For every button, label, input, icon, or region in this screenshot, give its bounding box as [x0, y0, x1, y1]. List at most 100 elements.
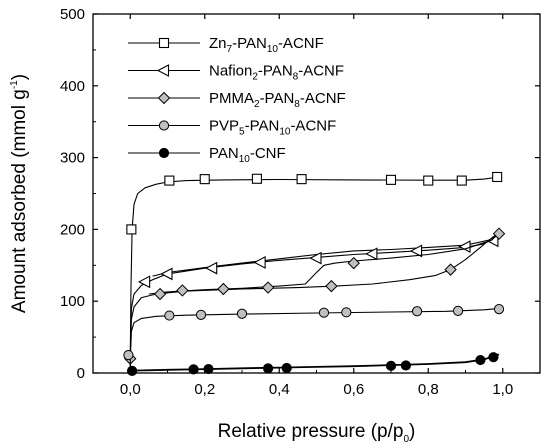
y-tick-label: 300: [60, 150, 85, 167]
triangle-marker: [253, 256, 266, 269]
legend-label-part: -PAN: [260, 90, 295, 107]
triangle-marker: [309, 251, 322, 265]
legend-label-part: Zn: [209, 35, 227, 52]
circle-marker: [341, 307, 352, 318]
x-tick-label: 0,0: [120, 381, 141, 398]
triangle-marker: [205, 261, 218, 275]
square-marker: [158, 37, 170, 49]
circle-marker: [164, 310, 175, 321]
legend-label-part: 10: [239, 154, 251, 165]
triangle-marker: [137, 275, 151, 289]
diamond-marker: [444, 263, 457, 276]
legend-label: Zn7-PAN10-ACNF: [209, 35, 324, 55]
triangle-marker: [156, 64, 170, 77]
legend-label-part: PAN: [209, 145, 239, 162]
diamond-marker: [261, 281, 275, 294]
y-tick-label: 400: [60, 78, 85, 95]
triangle-marker: [486, 234, 499, 248]
circle-marker: [411, 306, 423, 317]
legend-label-part: Nafion: [209, 63, 252, 80]
square-marker: [423, 175, 434, 186]
legend-label-part: 2: [254, 99, 260, 110]
square-marker: [296, 174, 307, 185]
filled-circle-marker: [475, 354, 486, 366]
legend-label-part: -ACNF: [290, 118, 336, 135]
legend-label: PAN10-CNF: [209, 145, 286, 165]
legend-label-part: -PAN: [245, 118, 280, 135]
circle-marker: [452, 305, 464, 316]
diamond-marker: [347, 256, 360, 270]
legend-label-part: 8: [293, 72, 299, 83]
legend-entry: PMMA2-PAN8-ACNF: [128, 90, 346, 110]
triangle-marker: [160, 267, 173, 281]
triangle-marker: [365, 247, 378, 261]
legend-label-part: -ACNF: [298, 63, 344, 80]
circle-marker: [493, 303, 505, 315]
legend: Zn7-PAN10-ACNFNafion2-PAN8-ACNFPMMA2-PAN…: [128, 35, 346, 165]
legend-label: PMMA2-PAN8-ACNF: [209, 90, 346, 110]
x-axis-label: Relative pressure (p/p0): [218, 421, 416, 445]
x-tick-label: 0,8: [418, 381, 439, 398]
diamond-marker: [153, 287, 167, 301]
x-tick-label: 0,2: [194, 381, 215, 398]
legend-label: Nafion2-PAN8-ACNF: [209, 63, 344, 83]
y-axis-label: Amount adsorbed (mmol g-1): [9, 74, 30, 313]
legend-label-part: -PAN: [258, 63, 293, 80]
legend-entry: Zn7-PAN10-ACNF: [128, 35, 324, 55]
legend-label-part: PMMA: [209, 90, 254, 107]
y-tick-label: 0: [77, 365, 85, 382]
legend-label-part: -CNF: [250, 145, 286, 162]
legend-label-part: PVP: [209, 118, 239, 135]
series-1: [126, 171, 503, 373]
filled-circle-marker: [400, 360, 411, 371]
legend-label-part: 5: [239, 127, 245, 138]
x-tick-label: 0,6: [343, 381, 364, 398]
filled-circle-marker: [127, 365, 138, 376]
legend-entry: PAN10-CNF: [128, 145, 286, 165]
series-line: [129, 353, 500, 373]
legend-entry: Nafion2-PAN8-ACNF: [128, 63, 344, 83]
legend-label-part: 7: [227, 44, 233, 55]
diamond-marker: [325, 279, 338, 293]
legend-label-part: 10: [279, 127, 291, 138]
filled-circle-marker: [158, 147, 170, 159]
circle-marker: [123, 349, 134, 361]
circle-marker: [195, 309, 207, 320]
filled-circle-marker: [385, 360, 397, 371]
legend-label-part: 8: [294, 99, 300, 110]
series-2: [129, 234, 499, 373]
filled-circle-marker: [262, 363, 274, 374]
series-5: [127, 352, 500, 376]
circle-marker: [158, 120, 170, 131]
triangle-marker: [409, 244, 423, 258]
diamond-marker: [176, 284, 189, 297]
series-4: [123, 303, 505, 373]
filled-circle-marker: [488, 352, 499, 363]
legend-label-part: -ACNF: [278, 35, 324, 52]
filled-circle-marker: [203, 363, 214, 375]
y-tick-label: 200: [60, 221, 85, 238]
x-tick-label: 1,0: [492, 381, 513, 398]
series-line: [129, 232, 500, 373]
legend-label: PVP5-PAN10-ACNF: [209, 118, 336, 138]
square-marker: [199, 174, 210, 185]
legend-label-part: 10: [267, 44, 279, 55]
diamond-marker: [217, 282, 230, 296]
legend-entry: PVP5-PAN10-ACNF: [128, 118, 336, 138]
filled-circle-marker: [281, 362, 292, 374]
square-marker: [385, 174, 397, 185]
square-marker: [492, 171, 503, 183]
x-tick-label: 0,4: [269, 381, 290, 398]
diamond-marker: [492, 227, 506, 240]
square-marker: [126, 224, 137, 235]
diamond-marker: [157, 91, 171, 105]
circle-marker: [318, 307, 330, 318]
legend-label-part: -ACNF: [300, 90, 346, 107]
filled-circle-marker: [188, 364, 199, 375]
series-line: [129, 307, 500, 373]
axis-ticks: 0,0 0,2 0,4 0,6 0,8 1,0 0 100 200 300 400 500: [60, 6, 540, 398]
legend-label-part: -PAN: [232, 35, 267, 52]
y-tick-label: 500: [60, 6, 85, 23]
square-marker: [164, 175, 175, 186]
